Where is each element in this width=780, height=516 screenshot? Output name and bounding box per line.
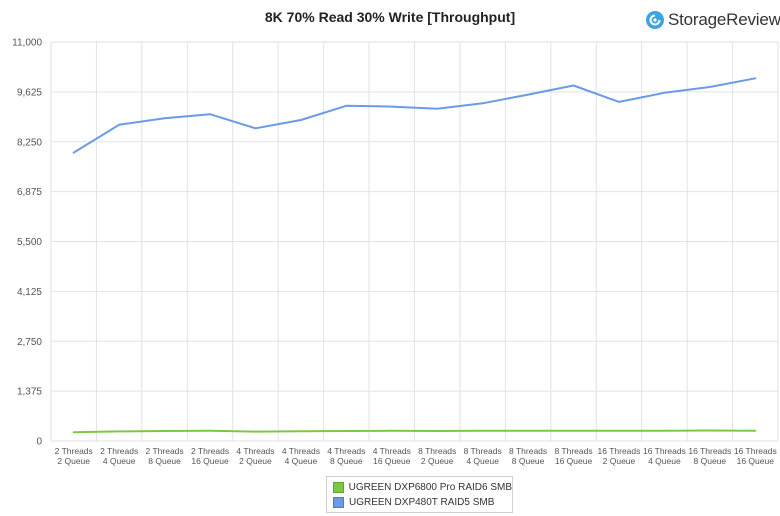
x-tick-label: 8 Threads 8 Queue [509,446,547,466]
y-axis: 0 1,375 2,750 4,125 5,500 6,875 8,250 9,625 11,0… [12,38,42,448]
gridlines [50,41,779,442]
legend-item-dxp480t[interactable]: UGREEN DXP480T RAID5 SMB [333,495,512,510]
chart-title: 8K 70% Read 30% Write [Throughput] [264,9,516,25]
legend-swatch-green [333,482,344,493]
y-tick-label: 6,875 [17,187,42,198]
y-tick-label: 0 [36,437,42,448]
x-tick-label: 16 Threads 8 Queue [688,446,731,466]
x-tick-label: 2 Threads 4 Queue [100,446,138,466]
y-tick-label: 8,250 [17,137,42,148]
y-tick-label: 2,750 [17,337,42,348]
series-line-dxp480t [72,77,757,154]
legend-label: UGREEN DXP480T RAID5 SMB [349,497,495,508]
x-tick-label: 4 Threads 16 Queue [373,446,411,466]
y-tick-label: 5,500 [17,237,42,248]
x-tick-label: 8 Threads 16 Queue [554,446,592,466]
x-axis: 2 Threads 2 Queue 2 Threads 4 Queue 2 Thread… [55,446,777,466]
x-tick-label: 2 Threads 8 Queue [146,446,184,466]
storagereview-logo: StorageReview [646,9,780,31]
y-tick-label: 1,375 [17,387,42,398]
x-tick-label: 2 Threads 16 Queue [191,446,229,466]
y-tick-label: 9,625 [17,87,42,98]
legend: UGREEN DXP6800 Pro RAID6 SMB UGREEN DXP4… [326,476,513,513]
legend-label: UGREEN DXP6800 Pro RAID6 SMB [348,482,512,493]
x-tick-label: 4 Threads 4 Queue [282,446,320,466]
x-tick-label: 16 Threads 16 Queue [734,446,777,466]
x-tick-label: 4 Threads 8 Queue [327,446,365,466]
brand-name: StorageReview [668,10,780,29]
y-tick-label: 4,125 [17,287,42,298]
storagereview-logo-icon [646,11,664,29]
x-tick-label: 4 Threads 2 Queue [236,446,274,466]
x-tick-label: 8 Threads 2 Queue [418,446,456,466]
legend-swatch-blue [333,497,344,508]
legend-item-dxp6800[interactable]: UGREEN DXP6800 Pro RAID6 SMB [333,480,512,495]
x-tick-label: 16 Threads 2 Queue [598,446,641,466]
x-tick-label: 2 Threads 2 Queue [55,446,93,466]
y-tick-label: 11,000 [12,38,42,49]
series-lines [72,77,757,434]
x-tick-label: 8 Threads 4 Queue [464,446,502,466]
x-tick-label: 16 Threads 4 Queue [643,446,686,466]
series-line-dxp6800 [72,429,757,434]
